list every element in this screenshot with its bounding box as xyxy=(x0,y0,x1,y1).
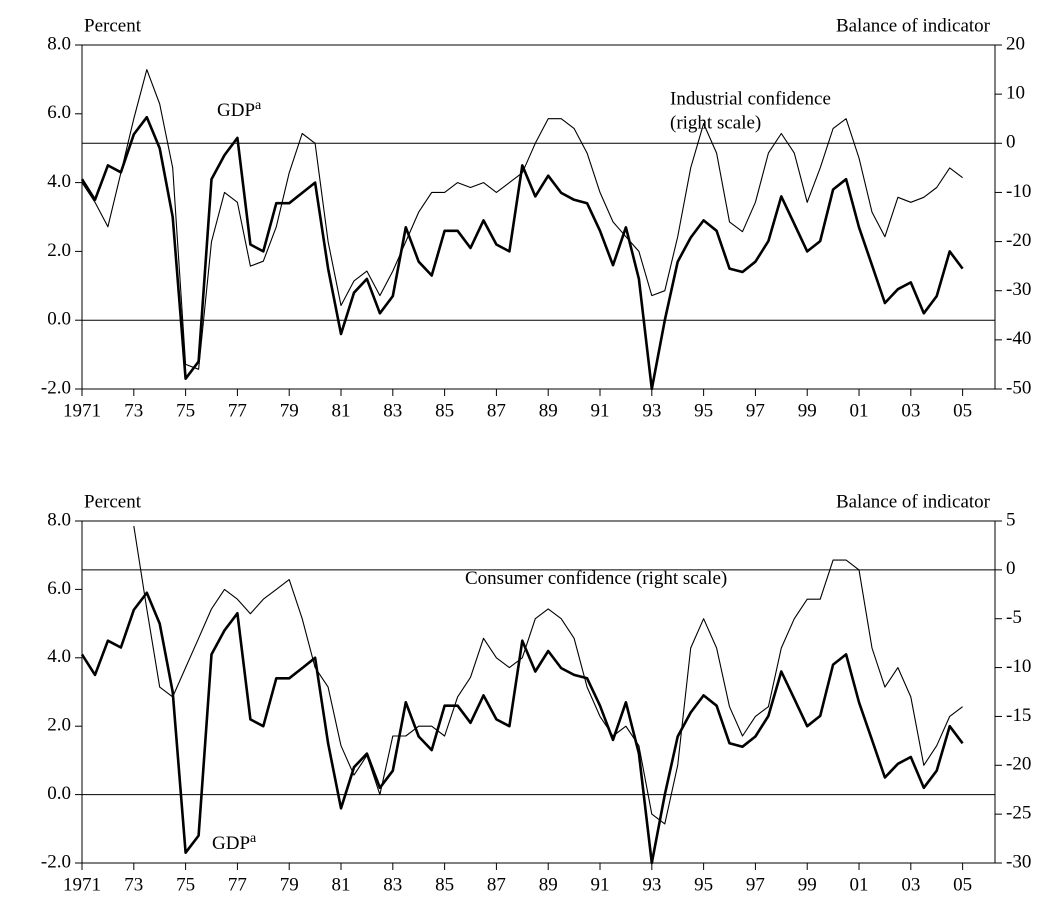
x-tick-label: 01 xyxy=(850,400,869,421)
y2-tick-label: 5 xyxy=(1006,509,1016,530)
plot-frame xyxy=(81,44,996,390)
y2-tick-label: -10 xyxy=(1006,181,1031,202)
y-tick-label: 4.0 xyxy=(47,171,71,192)
x-tick-label: 83 xyxy=(383,400,402,421)
y-tick-label: 2.0 xyxy=(47,715,71,736)
x-tick-label: 93 xyxy=(642,400,661,421)
gdp-label: GDPa xyxy=(217,98,262,121)
y2-tick-label: -30 xyxy=(1006,279,1031,300)
x-tick-label: 95 xyxy=(694,874,713,895)
x-tick-label: 85 xyxy=(435,400,454,421)
x-tick-label: 79 xyxy=(280,874,299,895)
y-tick-label: 0.0 xyxy=(47,783,71,804)
y-tick-label: -2.0 xyxy=(41,377,71,398)
left-axis-label: Percent xyxy=(84,491,142,512)
gdp-name: GDP xyxy=(217,100,255,121)
y2-tick-label: -15 xyxy=(1006,705,1031,726)
gdp-label: GDPa xyxy=(212,831,257,854)
gdp-name: GDP xyxy=(212,833,250,854)
x-tick-label: 91 xyxy=(591,874,610,895)
x-tick-label: 1971 xyxy=(63,874,101,895)
y2-tick-label: 20 xyxy=(1006,33,1025,54)
x-tick-label: 83 xyxy=(383,874,402,895)
y2-tick-label: -10 xyxy=(1006,656,1031,677)
y-tick-label: 0.0 xyxy=(47,309,71,330)
gdp-footnote: a xyxy=(255,98,262,113)
x-tick-label: 89 xyxy=(539,874,558,895)
y2-tick-label: -20 xyxy=(1006,230,1031,251)
y-tick-label: 8.0 xyxy=(47,33,71,54)
gdp-line xyxy=(80,591,964,865)
x-tick-label: 97 xyxy=(746,400,765,421)
y2-tick-label: 0 xyxy=(1006,558,1016,579)
x-tick-label: 99 xyxy=(798,400,817,421)
left-axis-label: Percent xyxy=(84,15,142,36)
y-tick-label: -2.0 xyxy=(41,851,71,872)
y-tick-label: 6.0 xyxy=(47,102,71,123)
gdp-footnote: a xyxy=(250,831,257,846)
confidence-scale-note: (right scale) xyxy=(636,568,727,589)
x-tick-label: 03 xyxy=(901,400,920,421)
x-tick-label: 85 xyxy=(435,874,454,895)
confidence-label: Industrial confidence xyxy=(670,88,831,109)
x-tick-label: 97 xyxy=(746,874,765,895)
confidence-scale-note: (right scale) xyxy=(670,112,761,133)
x-tick-label: 87 xyxy=(487,400,506,421)
y2-tick-label: -30 xyxy=(1006,851,1031,872)
y2-tick-label: -40 xyxy=(1006,328,1031,349)
x-tick-label: 75 xyxy=(176,874,195,895)
x-tick-label: 81 xyxy=(332,874,351,895)
y2-tick-label: -5 xyxy=(1006,607,1022,628)
y2-tick-label: 10 xyxy=(1006,83,1025,104)
x-tick-label: 89 xyxy=(539,400,558,421)
x-tick-label: 95 xyxy=(694,400,713,421)
confidence-line xyxy=(81,69,963,370)
x-tick-label: 77 xyxy=(228,874,247,895)
x-tick-label: 1971 xyxy=(63,400,101,421)
x-tick-label: 01 xyxy=(850,874,869,895)
x-tick-label: 87 xyxy=(487,874,506,895)
y2-tick-label: -50 xyxy=(1006,377,1031,398)
x-tick-label: 93 xyxy=(642,874,661,895)
y2-tick-label: -20 xyxy=(1006,754,1031,775)
y-tick-label: 6.0 xyxy=(47,578,71,599)
plot-frame xyxy=(81,520,996,864)
right-axis-label: Balance of indicator xyxy=(836,491,991,512)
gdp-line xyxy=(80,115,964,391)
x-tick-label: 75 xyxy=(176,400,195,421)
x-tick-label: 05 xyxy=(953,400,972,421)
x-tick-label: 73 xyxy=(124,874,143,895)
confidence-line xyxy=(133,525,963,825)
x-tick-label: 81 xyxy=(332,400,351,421)
x-tick-label: 91 xyxy=(591,400,610,421)
x-tick-label: 05 xyxy=(953,874,972,895)
y-tick-label: 8.0 xyxy=(47,509,71,530)
confidence-label: Consumer confidence (right scale) xyxy=(465,568,727,589)
y2-tick-label: -25 xyxy=(1006,803,1031,824)
x-tick-label: 77 xyxy=(228,400,247,421)
y2-tick-label: 0 xyxy=(1006,132,1016,153)
x-tick-label: 03 xyxy=(901,874,920,895)
x-tick-label: 73 xyxy=(124,400,143,421)
x-tick-label: 99 xyxy=(798,874,817,895)
confidence-name: Consumer confidence xyxy=(465,568,631,589)
y-tick-label: 2.0 xyxy=(47,240,71,261)
x-tick-label: 79 xyxy=(280,400,299,421)
right-axis-label: Balance of indicator xyxy=(836,15,991,36)
y-tick-label: 4.0 xyxy=(47,646,71,667)
